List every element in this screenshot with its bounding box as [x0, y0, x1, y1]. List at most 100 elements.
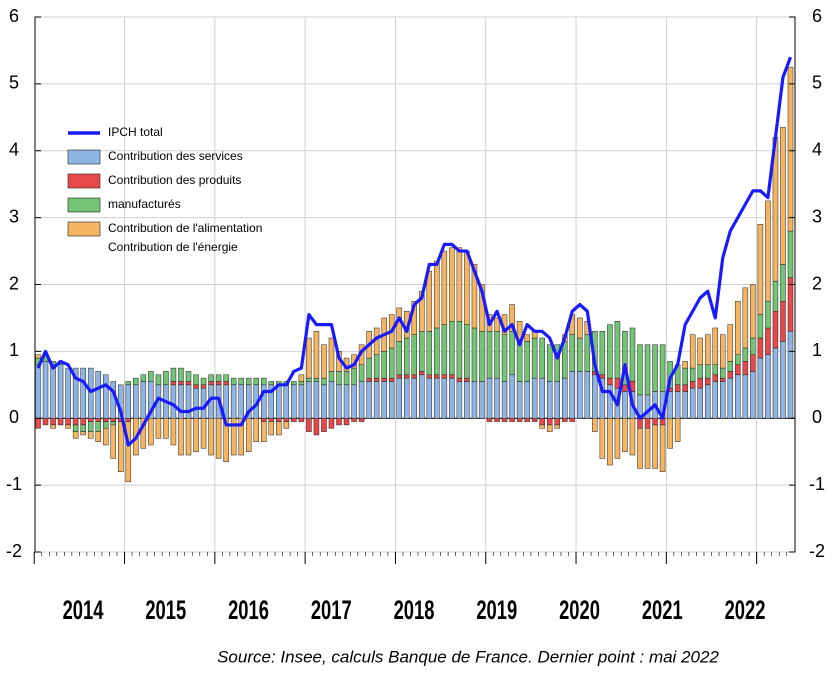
bar-segment: [509, 418, 515, 422]
bar-segment: [531, 337, 538, 379]
bar-segment: [185, 381, 192, 386]
bar-segment: [554, 418, 560, 426]
bar-segment: [328, 371, 335, 382]
bar-segment: [697, 377, 703, 389]
bar-segment: [306, 377, 312, 382]
bar-segment: [426, 377, 433, 419]
x-tick-label: 2020: [559, 595, 600, 625]
bar-segment: [539, 337, 545, 379]
bar-segment: [554, 344, 560, 382]
bar-segment: [494, 331, 500, 379]
bar-segment: [185, 418, 192, 456]
bar-segment: [163, 418, 169, 439]
bar-segment: [50, 418, 56, 426]
bar-segment: [516, 341, 523, 382]
bar-segment: [441, 250, 448, 325]
bar-segment: [261, 421, 267, 442]
y2-tick-label: 1: [812, 340, 822, 360]
bar-segment: [546, 344, 553, 382]
bar-segment: [396, 377, 402, 419]
bar-segment: [486, 331, 493, 379]
bar-segment: [757, 357, 764, 419]
bar-segment: [434, 377, 440, 419]
bar-segment: [471, 264, 478, 329]
bar-segment: [659, 344, 666, 392]
bar-segment: [125, 381, 132, 386]
bar-segment: [727, 361, 734, 372]
bar-segment: [674, 418, 681, 442]
y2-tick-label: -2: [809, 541, 825, 561]
bar-segment: [524, 334, 530, 342]
bar-segment: [403, 337, 410, 376]
bar-segment: [524, 341, 530, 382]
y-tick-label: 2: [9, 273, 19, 293]
bar-segment: [674, 391, 681, 419]
bar-segment: [80, 424, 86, 432]
bar-segment: [727, 377, 734, 419]
bar-segment: [50, 364, 56, 419]
bar-segment: [471, 381, 478, 419]
y2-tick-label: 5: [812, 73, 822, 93]
bar-segment: [787, 331, 794, 419]
bar-segment: [720, 377, 726, 382]
bar-segment: [426, 270, 433, 332]
bar-segment: [253, 377, 259, 386]
bar-segment: [223, 381, 229, 386]
bar-segment: [629, 327, 636, 382]
bar-segment: [614, 377, 621, 389]
bar-segment: [388, 347, 395, 379]
bar-segment: [780, 264, 786, 302]
bar-segment: [358, 381, 365, 419]
x-tick-label: 2016: [228, 595, 269, 625]
bar-segment: [614, 418, 621, 459]
bar-segment: [637, 428, 643, 469]
bar-segment: [682, 391, 688, 419]
y-tick-label: 1: [9, 340, 19, 360]
bar-segment: [351, 418, 357, 422]
bar-segment: [321, 377, 327, 386]
bar-segment: [155, 418, 162, 439]
bar-segment: [313, 331, 320, 379]
bar-segment: [539, 377, 545, 419]
bar-segment: [110, 418, 116, 422]
bar-segment: [283, 421, 290, 429]
bar-segment: [419, 331, 425, 372]
bar-segment: [720, 381, 726, 419]
bar-segment: [644, 428, 651, 469]
bar-segment: [351, 384, 357, 419]
source-note: Source: Insee, calculs Banque de France.…: [217, 647, 719, 666]
bar-segment: [501, 381, 508, 419]
bar-segment: [757, 224, 764, 315]
bar-segment: [449, 321, 455, 376]
bar-segment: [614, 321, 621, 379]
bar-segment: [704, 377, 711, 386]
bar-segment: [531, 418, 538, 422]
bar-segment: [682, 361, 688, 369]
bar-segment: [607, 418, 613, 466]
bar-segment: [471, 327, 478, 382]
bar-segment: [351, 367, 357, 386]
bar-segment: [200, 377, 207, 386]
bar-segment: [261, 418, 267, 422]
y2-tick-label: -1: [809, 474, 825, 494]
bar-segment: [373, 381, 380, 419]
bar-segment: [622, 384, 628, 392]
bar-segment: [599, 374, 606, 379]
bar-segment: [163, 371, 169, 386]
bar-segment: [102, 421, 109, 429]
bar-segment: [72, 424, 79, 432]
bar-segment: [562, 418, 568, 422]
bar-segment: [689, 387, 696, 419]
bar-segment: [125, 384, 132, 419]
bar-segment: [358, 364, 365, 382]
bar-segment: [95, 371, 101, 419]
bar-segment: [102, 418, 109, 422]
bar-segment: [584, 334, 591, 372]
bar-segment: [546, 381, 553, 419]
bar-segment: [509, 374, 515, 419]
bar-segment: [787, 66, 794, 232]
bar-segment: [765, 327, 771, 355]
bar-segment: [577, 317, 583, 339]
bar-segment: [622, 391, 628, 419]
